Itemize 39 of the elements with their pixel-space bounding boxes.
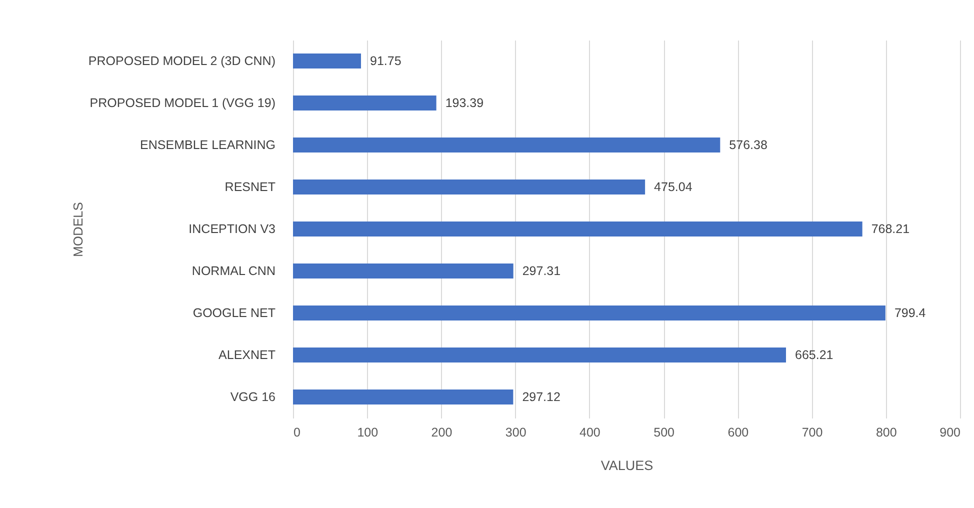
bar [293, 348, 786, 362]
bar [293, 390, 514, 404]
data-label: 297.31 [522, 264, 561, 278]
x-tick-label: 300 [505, 426, 526, 440]
x-tick-label: 200 [431, 426, 452, 440]
y-tick-label: GOOGLE NET [192, 306, 276, 320]
data-label: 475.04 [654, 180, 692, 194]
data-label: 91.75 [370, 54, 402, 68]
bar [293, 138, 720, 152]
x-tick-label: 700 [802, 426, 823, 440]
data-label: 297.12 [522, 390, 560, 404]
y-tick-label: ALEXNET [218, 348, 276, 362]
data-label: 576.38 [729, 138, 768, 152]
x-tick-label: 100 [357, 426, 378, 440]
y-tick-label: INCEPTION V3 [188, 222, 276, 236]
y-tick-label: NORMAL CNN [192, 264, 276, 278]
y-tick-label: PROPOSED MODEL 2 (3D CNN) [88, 54, 276, 68]
x-tick-label: 600 [728, 426, 749, 440]
y-tick-label: RESNET [224, 180, 276, 194]
data-label: 768.21 [871, 222, 910, 236]
x-tick-label: 800 [876, 426, 897, 440]
y-tick-label: VGG 16 [230, 390, 276, 404]
y-axis-title: MODELS [70, 202, 86, 257]
x-tick-label: 400 [580, 426, 600, 440]
x-tick-label: 0 [294, 426, 300, 440]
data-label: 799.4 [894, 306, 926, 320]
bar [293, 54, 361, 68]
data-label: 193.39 [445, 96, 484, 110]
x-axis-title: VALUES [600, 458, 654, 473]
bar [293, 264, 514, 278]
bar [293, 96, 436, 110]
x-tick-label: 900 [940, 426, 961, 440]
y-tick-label: PROPOSED MODEL 1 (VGG 19) [90, 96, 276, 110]
y-tick-label: ENSEMBLE LEARNING [140, 138, 276, 152]
bar [293, 306, 886, 320]
bar [293, 222, 862, 236]
bar [293, 180, 646, 194]
x-tick-label: 500 [654, 426, 675, 440]
data-label: 665.21 [794, 348, 834, 362]
